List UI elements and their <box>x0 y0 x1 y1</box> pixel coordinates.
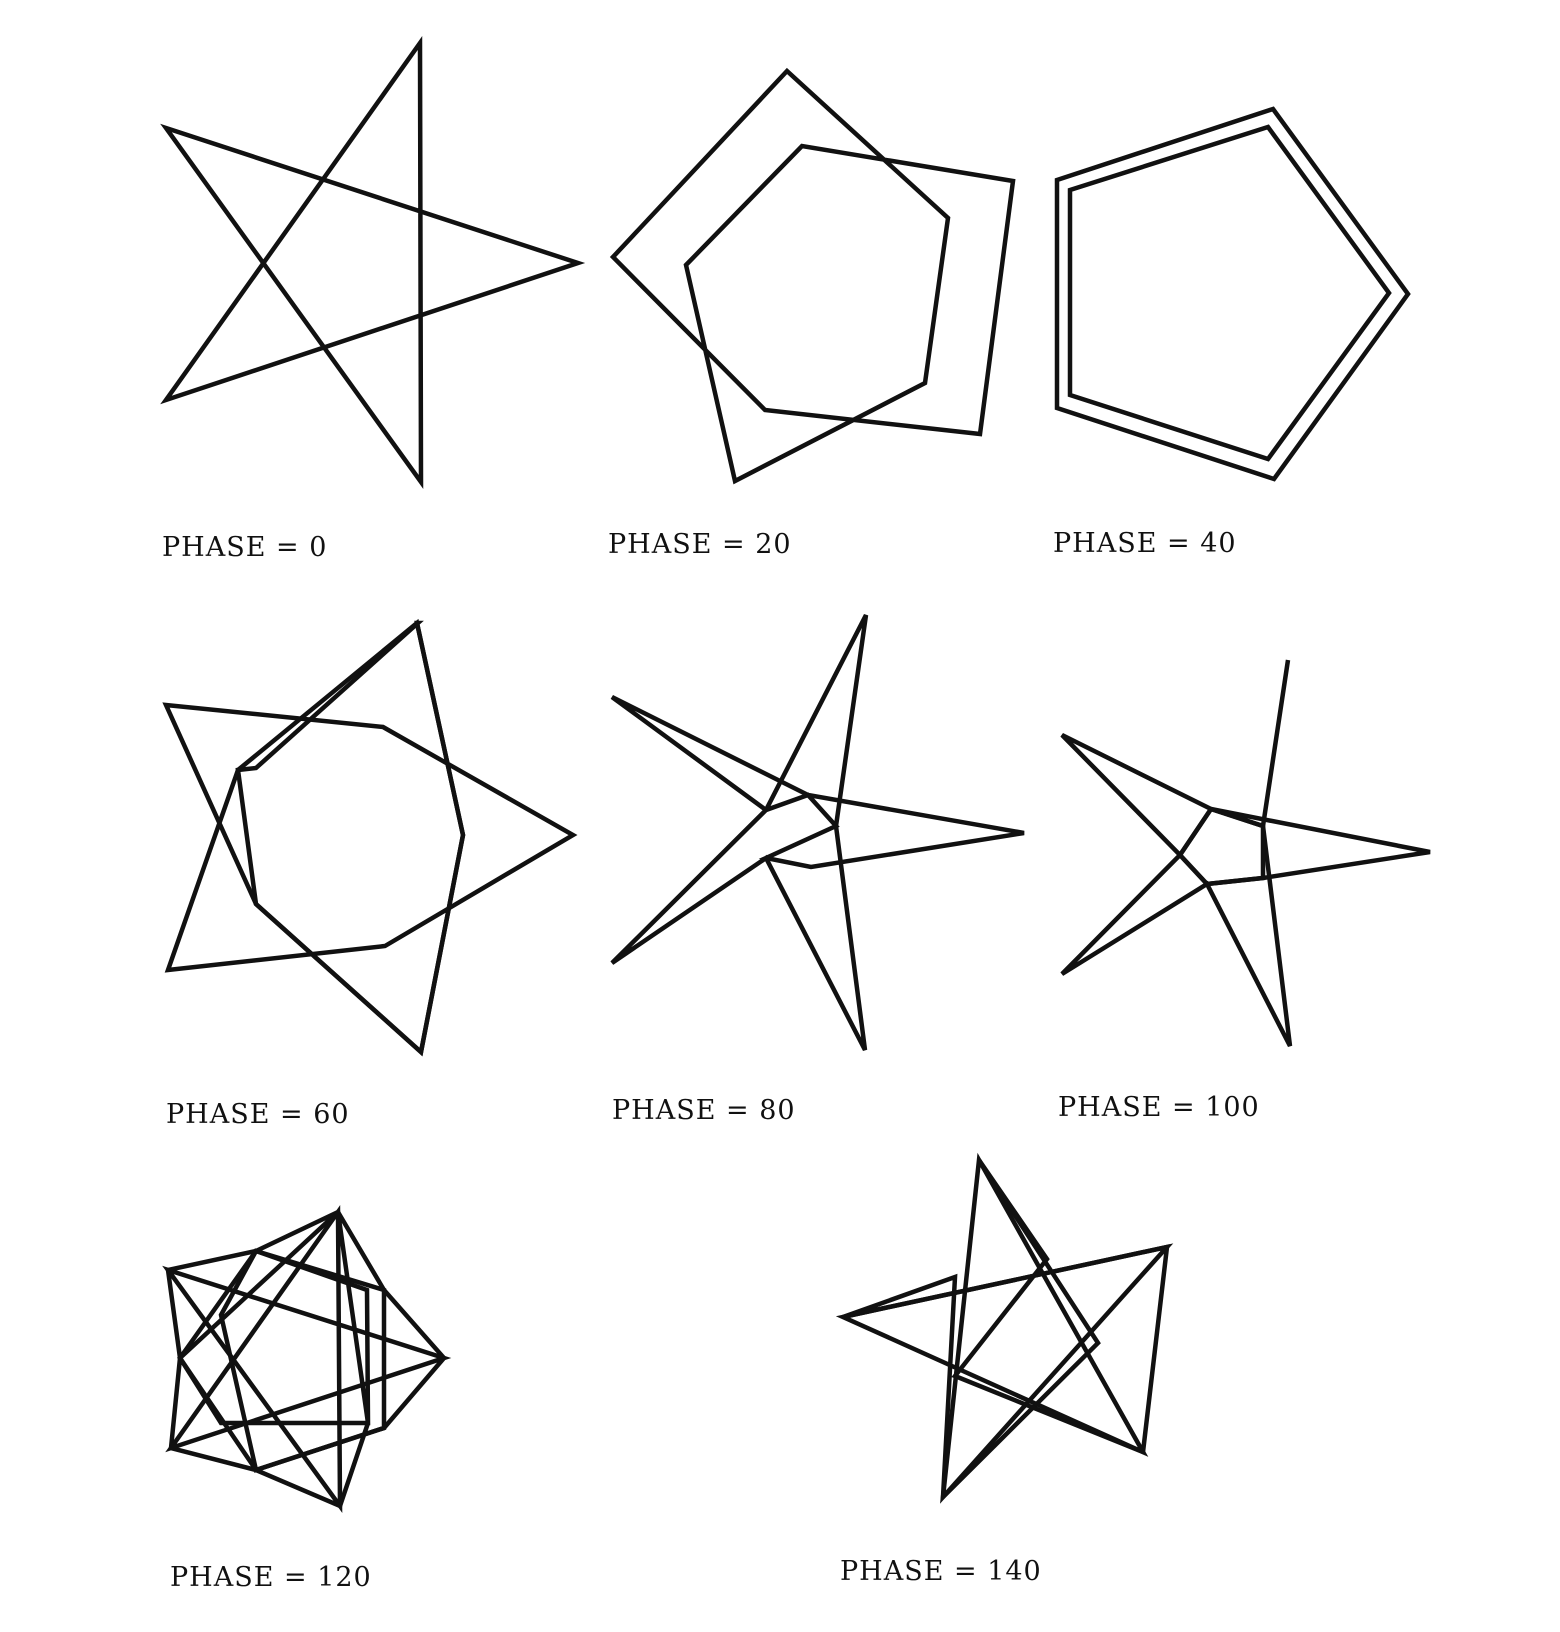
curve-phase-100-core <box>1177 806 1266 887</box>
curve-phase-0 <box>160 35 586 489</box>
caption-phase-100: PHASE = 100 <box>1058 1092 1260 1123</box>
caption-phase-20: PHASE = 20 <box>608 529 792 560</box>
curve-phase-60-star <box>162 618 578 1057</box>
caption-phase-0: PHASE = 0 <box>162 532 327 563</box>
caption-phase-80: PHASE = 80 <box>612 1095 796 1126</box>
curve-phase-40-outer <box>1054 106 1411 482</box>
panel-phase-40: PHASE = 40 <box>1053 106 1411 559</box>
curve-phase-80 <box>610 613 1025 1052</box>
caption-phase-120: PHASE = 120 <box>170 1562 372 1593</box>
panel-phase-80: PHASE = 80 <box>610 613 1025 1126</box>
curve-phase-120 <box>165 1207 447 1510</box>
curve-phase-40-inner <box>1067 124 1392 462</box>
caption-phase-60: PHASE = 60 <box>166 1099 350 1130</box>
curve-phase-140-star <box>835 1152 1174 1504</box>
panel-phase-120: PHASE = 120 <box>162 1204 452 1593</box>
panel-phase-0: PHASE = 0 <box>160 35 586 563</box>
curve-phase-120-star <box>162 1204 452 1513</box>
curve-phase-100 <box>1060 659 1431 1048</box>
panel-phase-140: PHASE = 140 <box>835 1152 1174 1587</box>
curve-phase-120-star2 <box>177 1248 387 1473</box>
caption-phase-40: PHASE = 40 <box>1053 528 1237 559</box>
panel-phase-60: PHASE = 60 <box>162 618 578 1130</box>
panel-phase-100: PHASE = 100 <box>1058 659 1431 1123</box>
panel-phase-20: PHASE = 20 <box>608 67 1016 560</box>
curve-phase-20 <box>609 67 1016 485</box>
caption-phase-140: PHASE = 140 <box>840 1556 1042 1587</box>
